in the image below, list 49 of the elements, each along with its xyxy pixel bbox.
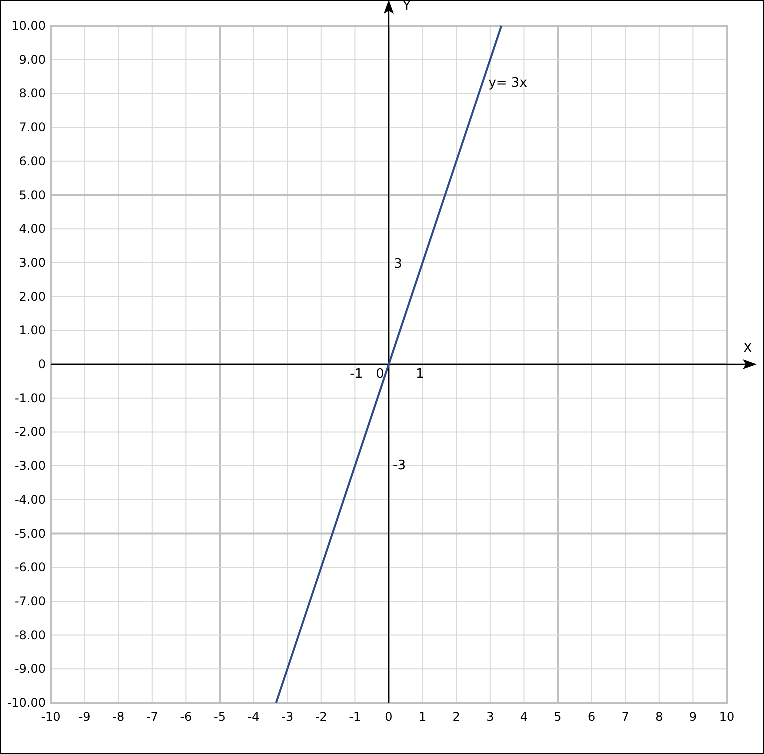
x-tick-label: -1 — [349, 710, 362, 724]
x-tick-label: 5 — [554, 710, 562, 724]
y-tick-label: -5.00 — [14, 526, 46, 541]
x-tick-label: -10 — [41, 710, 61, 724]
y-tick-label: 7.00 — [19, 120, 46, 135]
x-tick-label: 6 — [588, 710, 596, 724]
annotation: y= 3x — [488, 76, 528, 91]
x-tick-label: 2 — [452, 710, 460, 724]
annotation: 1 — [416, 367, 424, 382]
x-tick-label: 4 — [520, 710, 528, 724]
y-tick-label: -2.00 — [14, 425, 46, 440]
y-tick-label: -7.00 — [14, 594, 46, 608]
y-tick-label: -9.00 — [14, 662, 46, 676]
annotation: -3 — [393, 458, 406, 474]
x-tick-label: -5 — [214, 710, 226, 724]
y-tick-label: -4.00 — [14, 492, 46, 507]
x-tick-label: -3 — [282, 710, 294, 724]
y-tick-label: 5.00 — [19, 188, 46, 202]
annotation: 3 — [394, 257, 402, 272]
y-tick-label: 8.00 — [19, 86, 46, 101]
y-tick-label: 10.00 — [12, 19, 46, 33]
y-tick-label: -10.00 — [7, 696, 46, 710]
x-tick-label: -8 — [112, 710, 125, 724]
x-tick-label: 10 — [719, 710, 735, 724]
y-tick-label: 4.00 — [19, 222, 46, 236]
x-tick-label: 1 — [418, 710, 427, 724]
x-tick-label: -6 — [180, 710, 192, 724]
y-tick-label: 9.00 — [19, 52, 46, 67]
x-tick-label: -4 — [248, 710, 260, 724]
y-tick-label: 3.00 — [19, 256, 46, 270]
x-tick-label: 7 — [622, 710, 630, 724]
y-tick-label: 6.00 — [19, 154, 46, 168]
x-tick-label: -9 — [78, 710, 91, 724]
x-tick-label: -2 — [315, 710, 328, 724]
x-tick-label: -7 — [146, 710, 158, 724]
x-tick-label: 0 — [385, 710, 393, 724]
x-tick-label: 3 — [486, 710, 494, 724]
y-tick-label: 1.00 — [19, 324, 46, 338]
annotation: -1 — [350, 367, 364, 382]
y-tick-label: 2.00 — [19, 290, 46, 304]
y-tick-label: -8.00 — [14, 628, 46, 642]
y-tick-label: 0 — [38, 358, 46, 372]
x-tick-label: 9 — [689, 710, 698, 724]
y-tick-label: -6.00 — [14, 560, 46, 575]
y-tick-label: -3.00 — [14, 459, 46, 474]
x-tick-label: 8 — [656, 710, 664, 724]
y-tick-label: -1.00 — [14, 391, 46, 406]
annotation: 0 — [376, 367, 384, 382]
x-axis-title: X — [744, 342, 753, 356]
